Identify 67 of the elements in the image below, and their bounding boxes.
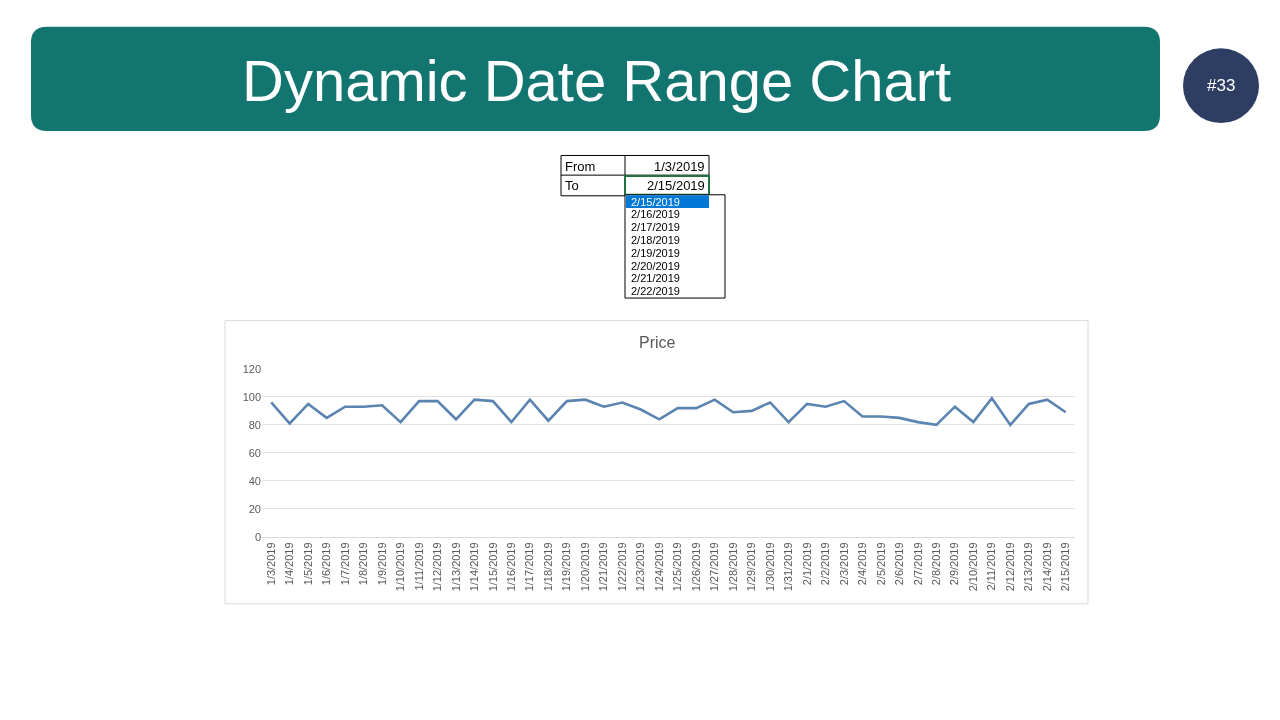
x-tick-label: 1/19/2019 bbox=[560, 542, 573, 592]
text: 2/20/2019 bbox=[631, 260, 680, 272]
x-tick-label: 1/13/2019 bbox=[449, 542, 462, 592]
x-tick-label: 2/7/2019 bbox=[911, 542, 924, 586]
x-tick-label: 1/23/2019 bbox=[634, 542, 647, 592]
y-tick-label: 20 bbox=[248, 502, 261, 515]
text: From bbox=[565, 159, 596, 174]
text: 2/15/2019 bbox=[631, 196, 680, 208]
x-tick-label: 1/7/2019 bbox=[338, 542, 351, 586]
x-tick-label: 1/5/2019 bbox=[301, 542, 314, 586]
x-tick-label: 2/14/2019 bbox=[1040, 542, 1053, 592]
x-tick-label: 1/17/2019 bbox=[523, 542, 536, 592]
text: Dynamic Date Range Chart bbox=[242, 48, 952, 113]
x-tick-label: 2/8/2019 bbox=[929, 542, 942, 586]
y-tick-label: 40 bbox=[248, 474, 261, 487]
x-tick-label: 1/31/2019 bbox=[782, 542, 795, 592]
line-series bbox=[269, 396, 1068, 427]
x-tick-label: 1/30/2019 bbox=[763, 542, 776, 592]
y-tick-label: 100 bbox=[242, 390, 261, 403]
text: 2/21/2019 bbox=[631, 272, 680, 284]
x-tick-label: 1/11/2019 bbox=[412, 542, 425, 591]
x-tick-label: 1/10/2019 bbox=[394, 542, 407, 592]
x-tick-label: 1/9/2019 bbox=[375, 542, 388, 586]
x-tick-label: 1/22/2019 bbox=[615, 542, 628, 592]
x-tick-label: 1/6/2019 bbox=[320, 542, 333, 586]
x-tick-label: 1/26/2019 bbox=[689, 542, 702, 592]
x-tick-label: 2/5/2019 bbox=[874, 542, 887, 586]
text: 2/22/2019 bbox=[631, 285, 680, 297]
x-tick-label: 1/3/2019 bbox=[264, 542, 277, 586]
x-tick-label: 1/28/2019 bbox=[726, 542, 739, 592]
x-tick-label: 2/11/2019 bbox=[985, 542, 998, 591]
x-tick-label: 2/10/2019 bbox=[966, 542, 979, 592]
text: 2/17/2019 bbox=[631, 221, 680, 233]
y-tick-label: 60 bbox=[248, 446, 261, 459]
text: 1/3/2019 bbox=[654, 159, 705, 174]
x-tick-label: 1/14/2019 bbox=[468, 542, 481, 592]
x-tick-label: 2/15/2019 bbox=[1059, 542, 1072, 592]
x-tick-label: 1/25/2019 bbox=[671, 542, 684, 592]
text: 2/15/2019 bbox=[647, 178, 705, 193]
text: 2/19/2019 bbox=[631, 247, 680, 259]
x-tick-label: 1/15/2019 bbox=[486, 542, 499, 592]
x-tick-label: 2/12/2019 bbox=[1003, 542, 1016, 592]
chart-title: Price bbox=[639, 334, 676, 351]
x-tick-label: 2/6/2019 bbox=[893, 542, 906, 586]
text: 2/16/2019 bbox=[631, 208, 680, 220]
x-tick-label: 2/2/2019 bbox=[819, 542, 832, 586]
x-tick-label: 2/13/2019 bbox=[1022, 542, 1035, 592]
x-tick-label: 2/9/2019 bbox=[948, 542, 961, 586]
x-tick-label: 2/3/2019 bbox=[837, 542, 850, 586]
x-tick-label: 1/8/2019 bbox=[357, 542, 370, 586]
x-tick-label: 1/20/2019 bbox=[578, 542, 591, 592]
x-tick-label: 1/24/2019 bbox=[652, 542, 665, 592]
x-tick-label: 1/12/2019 bbox=[431, 542, 444, 592]
x-tick-label: 1/4/2019 bbox=[283, 542, 296, 586]
y-tick-label: 0 bbox=[254, 530, 261, 543]
x-tick-label: 1/21/2019 bbox=[597, 542, 610, 592]
x-tick-label: 2/4/2019 bbox=[856, 542, 869, 586]
x-tick-label: 1/29/2019 bbox=[745, 542, 758, 592]
y-tick-label: 80 bbox=[248, 418, 261, 431]
text: 2/18/2019 bbox=[631, 234, 680, 246]
x-tick-label: 1/18/2019 bbox=[541, 542, 554, 592]
x-tick-label: 1/27/2019 bbox=[708, 542, 721, 592]
y-tick-label: 120 bbox=[242, 362, 261, 375]
x-tick-label: 1/16/2019 bbox=[505, 542, 518, 592]
text: To bbox=[565, 178, 579, 193]
text: #33 bbox=[1207, 76, 1236, 95]
x-tick-label: 2/1/2019 bbox=[800, 542, 813, 586]
